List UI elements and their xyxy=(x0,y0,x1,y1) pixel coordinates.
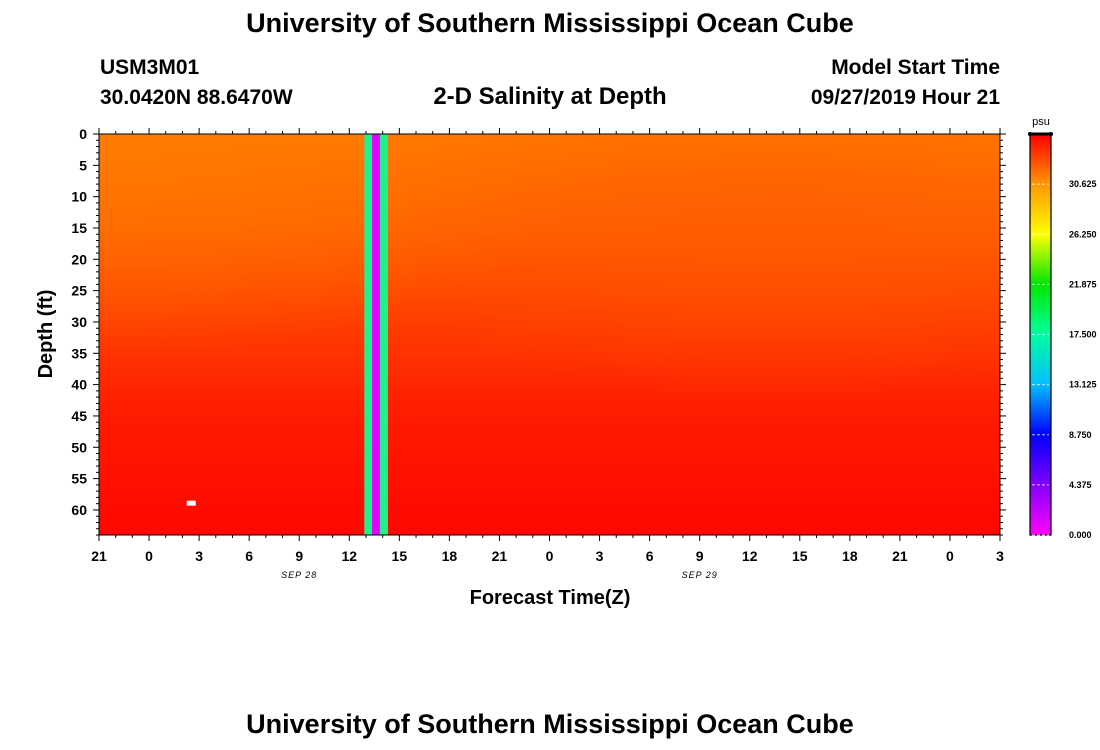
x-tick-label: 6 xyxy=(646,548,654,564)
y-tick-label: 50 xyxy=(71,439,87,455)
fresh-lobe xyxy=(99,134,1000,535)
x-tick-label: 12 xyxy=(341,548,357,564)
date-label: SEP 28 xyxy=(281,570,317,580)
chart-title: 2-D Salinity at Depth xyxy=(433,83,667,110)
x-axis-label: Forecast Time(Z) xyxy=(470,587,631,609)
x-tick-label: 21 xyxy=(492,548,508,564)
colorbar-tick-label: 13.125 xyxy=(1069,380,1097,390)
x-tick-label: 21 xyxy=(91,548,107,564)
y-tick-label: 45 xyxy=(71,408,87,424)
x-tick-label: 0 xyxy=(145,548,153,564)
date-labels: SEP 28 SEP 29 xyxy=(281,570,718,580)
y-tick-label: 25 xyxy=(71,283,87,299)
x-tick-label: 18 xyxy=(442,548,458,564)
page-title: University of Southern Mississippi Ocean… xyxy=(246,8,854,38)
colorbar-unit: psu xyxy=(1032,116,1050,128)
x-tick-label: 18 xyxy=(842,548,858,564)
colorbar-tick-label: 17.500 xyxy=(1069,330,1097,340)
colorbar-corner-dot xyxy=(1028,132,1032,136)
x-tick-label: 15 xyxy=(392,548,408,564)
colorbar: 30.625 26.250 21.875 17.500 13.125 8.750 4.375… xyxy=(1028,132,1097,540)
colorbar-tick-label: 26.250 xyxy=(1069,229,1097,239)
date-label: SEP 29 xyxy=(682,570,718,580)
x-tick-label: 6 xyxy=(245,548,253,564)
y-tick-label: 60 xyxy=(71,502,87,518)
y-tick-label: 20 xyxy=(71,251,87,267)
x-tick-label: 0 xyxy=(946,548,954,564)
band-stripe xyxy=(372,134,381,535)
x-tick-label: 9 xyxy=(295,548,303,564)
station-coordinates: 30.0420N 88.6470W xyxy=(100,86,293,109)
y-tick-label: 0 xyxy=(79,126,87,142)
x-tick-label: 3 xyxy=(996,548,1004,564)
x-tick-label: 15 xyxy=(792,548,808,564)
colorbar-tick-label: 21.875 xyxy=(1069,279,1097,289)
x-tick-label: 12 xyxy=(742,548,758,564)
salinity-field xyxy=(99,134,1000,535)
colorbar-tick-label: 4.375 xyxy=(1069,480,1092,490)
y-tick-label: 15 xyxy=(71,220,87,236)
band-stripe xyxy=(364,134,373,535)
colorbar-tick-label: 30.625 xyxy=(1069,179,1097,189)
x-tick-label: 3 xyxy=(195,548,203,564)
y-axis-label: Depth (ft) xyxy=(35,290,57,379)
y-tick-label: 40 xyxy=(71,377,87,393)
model-start-value: 09/27/2019 Hour 21 xyxy=(810,86,1000,109)
model-start-label: Model Start Time xyxy=(831,56,1000,79)
band-stripe xyxy=(379,134,388,535)
x-tick-label: 21 xyxy=(892,548,908,564)
y-tick-label: 35 xyxy=(71,345,87,361)
x-axis-ticks: 21 0 3 6 9 12 15 18 21 0 3 6 9 12 15 18 21 0 3 xyxy=(91,128,1004,564)
missing-data-band xyxy=(364,134,388,535)
x-tick-label: 9 xyxy=(696,548,704,564)
no-data-marker xyxy=(186,500,196,506)
y-axis-ticks: 0 5 10 15 20 25 30 35 40 45 50 55 60 xyxy=(71,126,1006,536)
y-tick-label: 5 xyxy=(79,157,87,173)
x-tick-label: 0 xyxy=(546,548,554,564)
x-tick-label: 3 xyxy=(596,548,604,564)
y-tick-label: 10 xyxy=(71,189,87,205)
footer-title: University of Southern Mississippi Ocean… xyxy=(246,709,854,739)
colorbar-tick-label: 0.000 xyxy=(1069,530,1092,540)
colorbar-corner-dot xyxy=(1049,132,1053,136)
y-tick-label: 55 xyxy=(71,471,87,487)
colorbar-tick-label: 8.750 xyxy=(1069,430,1092,440)
y-tick-label: 30 xyxy=(71,314,87,330)
station-id: USM3M01 xyxy=(100,56,200,79)
